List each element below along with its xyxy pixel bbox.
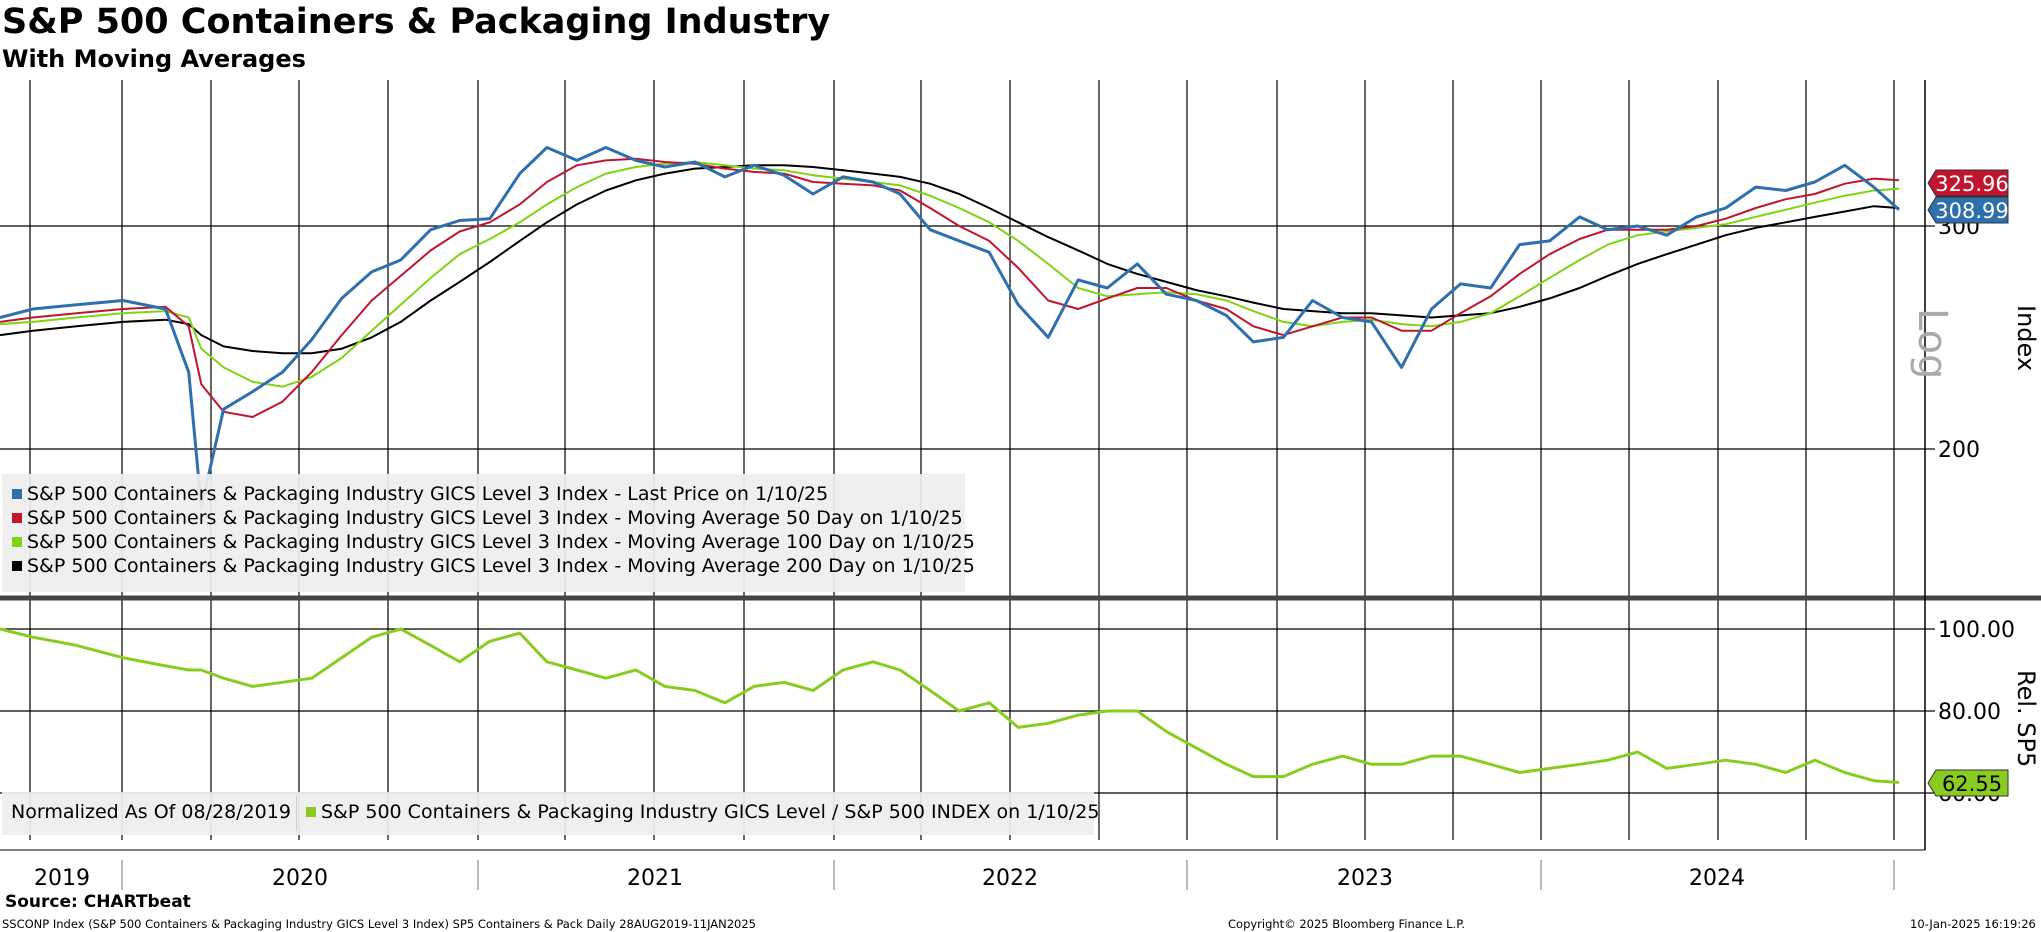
legend-label-relative: S&P 500 Containers & Packaging Industry … xyxy=(321,801,1100,823)
price-last-label-box xyxy=(1927,196,2009,224)
chart-title: S&P 500 Containers & Packaging Industry xyxy=(2,2,831,42)
relative-last-label: 62.55 xyxy=(1927,769,2009,797)
legend-swatch-price xyxy=(12,489,22,499)
legend-swatch-relative xyxy=(306,807,316,817)
ma100-line xyxy=(0,161,1900,388)
price-last-label: 308.99 xyxy=(1927,196,2009,224)
legend-item-price: S&P 500 Containers & Packaging Industry … xyxy=(12,482,828,506)
legend-label-ma100: S&P 500 Containers & Packaging Industry … xyxy=(27,531,975,553)
last-value-labels: 325.96 308.99 62.55 xyxy=(1927,169,2009,797)
ma200-line xyxy=(0,164,1900,355)
x-axis-label: 2023 xyxy=(1337,866,1393,891)
legend-item-relative: S&P 500 Containers & Packaging Industry … xyxy=(306,801,1099,823)
upper-series xyxy=(0,146,1901,509)
footer-timestamp: 10-Jan-2025 16:19:26 xyxy=(1910,917,2036,931)
log-scale-label: Log xyxy=(1909,308,1955,380)
ma50-last-label: 325.96 xyxy=(1927,169,2009,197)
lower-legend: Normalized As Of 08/28/2019 S&P 500 Cont… xyxy=(2,792,1099,835)
upper-legend: S&P 500 Containers & Packaging Industry … xyxy=(2,474,975,592)
price-line xyxy=(0,146,1901,509)
legend-separator xyxy=(296,796,297,831)
legend-item-ma50: S&P 500 Containers & Packaging Industry … xyxy=(12,506,963,530)
legend-label-ma50: S&P 500 Containers & Packaging Industry … xyxy=(27,507,963,529)
ma50-last-label-box xyxy=(1927,169,2009,197)
chart-subtitle: With Moving Averages xyxy=(2,45,306,73)
relative-last-label-text: 62.55 xyxy=(1942,772,2002,796)
x-axis-label: 2019 xyxy=(34,866,90,891)
x-axis-label: 2024 xyxy=(1689,866,1745,891)
x-axis-labels: 2019 2020 2021 2022 2023 2024 xyxy=(34,866,1745,891)
relative-last-label-box xyxy=(1927,769,2009,797)
legend-item-ma100: S&P 500 Containers & Packaging Industry … xyxy=(12,530,975,554)
lower-series xyxy=(0,627,1900,784)
ma50-last-label-text: 325.96 xyxy=(1935,172,2008,196)
lower-y-axis-title: Rel. SP5 xyxy=(2012,670,2040,768)
legend-swatch-ma200 xyxy=(12,561,22,571)
lower-tick-label: 100.00 xyxy=(1938,618,2015,643)
lower-tick-label: 80.00 xyxy=(1938,700,2001,725)
x-axis-label: 2021 xyxy=(627,866,683,891)
legend-label-ma200: S&P 500 Containers & Packaging Industry … xyxy=(27,555,975,577)
normalized-note: Normalized As Of 08/28/2019 xyxy=(11,801,291,823)
chart-frame xyxy=(0,80,2041,890)
price-last-label-text: 308.99 xyxy=(1935,199,2008,223)
upper-y-axis-title: Index xyxy=(2012,305,2040,372)
legend-label-price: S&P 500 Containers & Packaging Industry … xyxy=(27,483,829,505)
source-label: Source: CHARTbeat xyxy=(5,892,191,912)
ma50-line xyxy=(0,157,1900,418)
x-axis-label: 2022 xyxy=(982,866,1038,891)
relative-line xyxy=(0,627,1900,784)
legend-swatch-ma100 xyxy=(12,537,22,547)
footer-copyright: Copyright© 2025 Bloomberg Finance L.P. xyxy=(1228,917,1465,931)
legend-swatch-ma50 xyxy=(12,513,22,523)
legend-item-ma200: S&P 500 Containers & Packaging Industry … xyxy=(12,554,975,578)
x-axis-label: 2020 xyxy=(272,866,328,891)
upper-tick-label: 200 xyxy=(1938,438,1980,463)
footer-description: SSCONP Index (S&P 500 Containers & Packa… xyxy=(2,917,757,931)
